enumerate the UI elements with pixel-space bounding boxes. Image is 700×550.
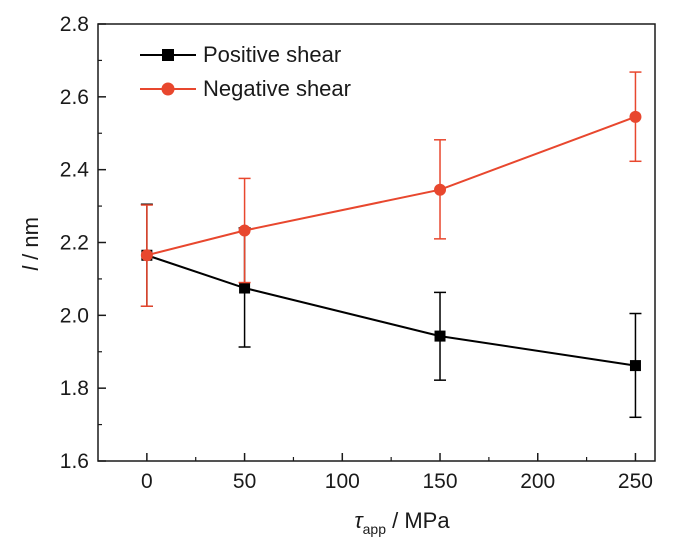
y-axis-unit: / nm <box>18 217 43 266</box>
x-axis-subscript: app <box>363 521 387 537</box>
x-tick-label: 100 <box>325 470 360 493</box>
x-tick-label: 250 <box>618 470 653 493</box>
data-point-circle <box>434 183 447 196</box>
y-axis-symbol: l <box>18 265 43 271</box>
legend-label-negative: Negative shear <box>203 76 351 101</box>
x-tick-label: 50 <box>233 470 256 493</box>
data-point-circle <box>238 224 251 237</box>
legend-marker-positive <box>162 49 174 61</box>
legend-label-positive: Positive shear <box>203 42 341 67</box>
y-tick-label: 2.2 <box>60 232 89 255</box>
series-line <box>146 254 636 367</box>
y-axis-label: l / nm <box>18 217 43 271</box>
series-positive-shear <box>140 203 642 419</box>
y-tick-label: 1.6 <box>60 450 89 473</box>
data-point-square <box>239 282 251 294</box>
data-point-circle <box>629 110 642 123</box>
y-tick-label: 2.0 <box>60 304 89 327</box>
legend: Positive shear Negative shear <box>140 42 351 101</box>
x-tick-label: 200 <box>520 470 555 493</box>
axis-ticks: 0 50 100 150 200 250 1.6 1.8 2.0 2.2 2.4 2.6 2.8 <box>60 13 653 493</box>
series-negative-shear <box>140 71 642 307</box>
y-tick-label: 2.6 <box>60 86 89 109</box>
data-point-circle <box>140 249 153 262</box>
x-tick-label: 150 <box>422 470 457 493</box>
x-tick-label: 0 <box>141 470 153 493</box>
x-axis-unit: / MPa <box>386 508 450 533</box>
series-line <box>146 115 636 257</box>
data-point-square <box>434 330 446 342</box>
y-tick-label: 1.8 <box>60 377 89 400</box>
data-series <box>140 71 642 419</box>
x-axis-label: τapp / MPa <box>354 508 450 537</box>
x-axis-symbol: τ <box>354 508 364 533</box>
legend-marker-negative <box>161 82 175 96</box>
y-tick-label: 2.4 <box>60 159 90 182</box>
y-tick-label: 2.8 <box>60 13 89 36</box>
data-point-square <box>629 360 641 372</box>
